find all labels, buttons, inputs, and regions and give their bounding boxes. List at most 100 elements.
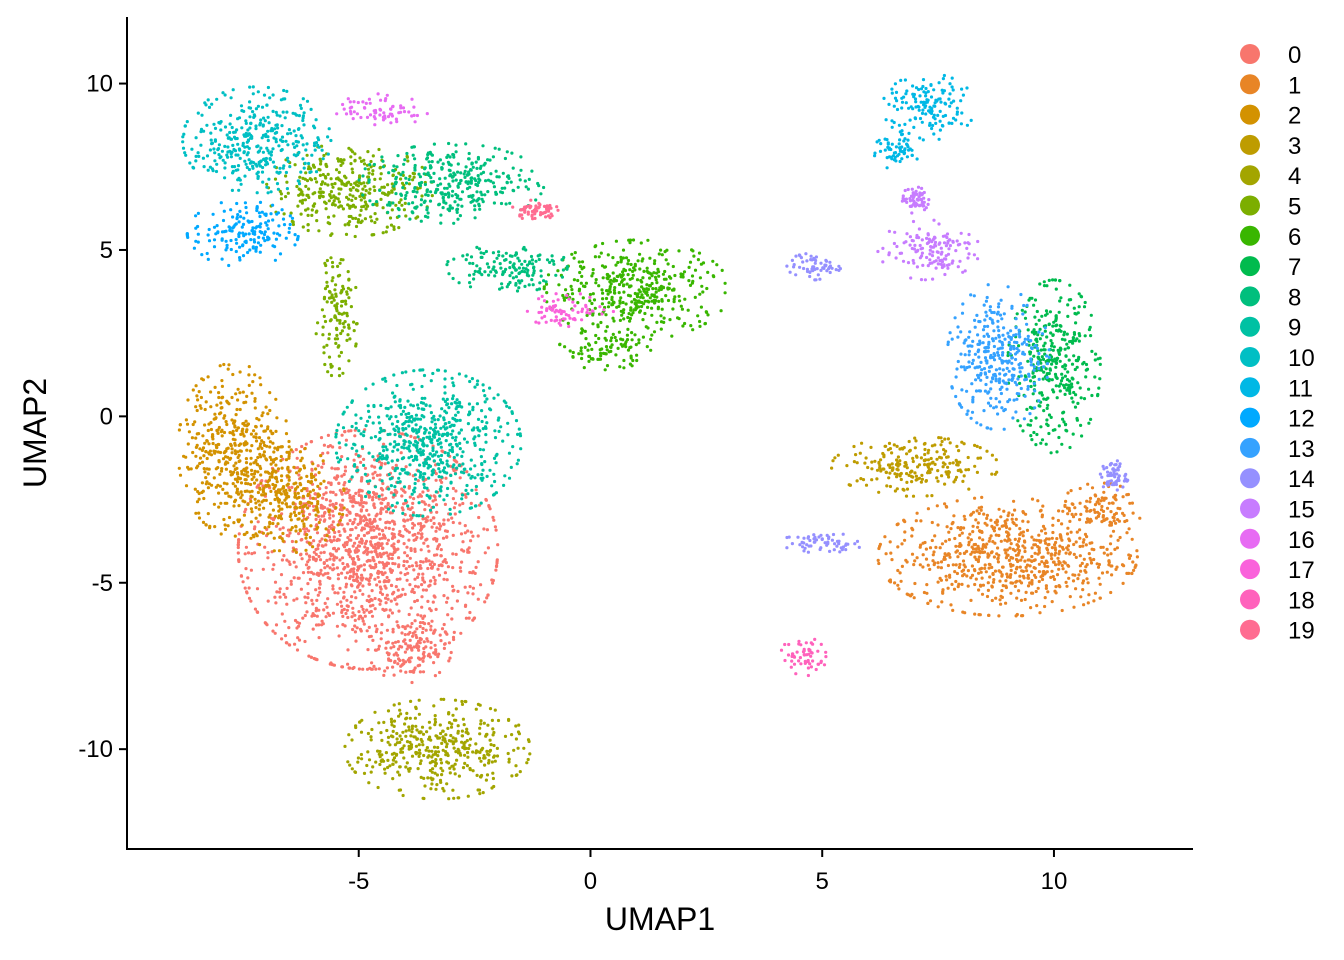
data-point	[399, 712, 403, 716]
data-point	[436, 745, 440, 750]
data-point	[895, 458, 899, 462]
data-point	[430, 770, 434, 774]
data-point	[388, 743, 392, 747]
data-point	[433, 628, 437, 632]
data-point	[373, 624, 378, 628]
data-point	[393, 743, 397, 747]
data-point	[419, 548, 423, 552]
data-point	[571, 350, 575, 355]
data-point	[936, 580, 940, 584]
data-point	[347, 326, 351, 330]
data-point	[354, 216, 358, 220]
data-point	[297, 473, 301, 477]
data-point	[1066, 491, 1070, 495]
data-point	[336, 197, 340, 201]
data-point	[344, 232, 349, 236]
data-point	[1013, 584, 1018, 589]
data-point	[946, 473, 950, 477]
data-point	[445, 578, 449, 582]
data-point	[487, 761, 491, 765]
data-point	[236, 450, 240, 454]
data-point	[455, 599, 459, 603]
data-point	[1078, 528, 1082, 532]
data-point	[919, 480, 924, 484]
data-point	[977, 571, 981, 575]
data-point	[336, 345, 340, 349]
data-point	[274, 429, 278, 433]
data-point	[645, 283, 649, 287]
data-point	[430, 525, 434, 529]
data-point	[322, 561, 326, 565]
data-point	[434, 529, 438, 533]
data-point	[249, 536, 253, 540]
data-point	[899, 579, 903, 583]
data-point	[223, 414, 227, 418]
data-point	[922, 442, 927, 446]
data-point	[1039, 441, 1043, 445]
data-point	[284, 641, 288, 645]
data-point	[404, 465, 408, 469]
data-point	[882, 467, 886, 471]
data-point	[197, 497, 201, 501]
data-point	[962, 551, 967, 556]
data-point	[339, 304, 344, 308]
data-point	[230, 418, 234, 422]
data-point	[400, 737, 404, 742]
data-point	[220, 379, 224, 383]
data-point	[946, 563, 951, 568]
data-point	[386, 765, 390, 770]
data-point	[349, 496, 353, 500]
data-point	[330, 182, 334, 186]
data-point	[492, 518, 496, 522]
data-point	[275, 480, 279, 484]
data-point	[608, 280, 612, 284]
data-point	[262, 450, 266, 454]
data-point	[342, 158, 346, 162]
data-point	[433, 760, 437, 764]
data-point	[1058, 279, 1062, 283]
data-point	[599, 251, 603, 255]
data-point	[652, 261, 657, 266]
data-point	[397, 625, 401, 629]
data-point	[970, 545, 974, 549]
data-point	[926, 563, 930, 567]
data-point	[265, 623, 269, 627]
data-point	[226, 524, 230, 528]
data-point	[608, 287, 612, 291]
data-point	[410, 727, 414, 731]
data-point	[417, 751, 421, 755]
data-point	[980, 529, 984, 534]
data-point	[938, 576, 942, 581]
data-point	[1041, 357, 1046, 361]
data-point	[439, 639, 443, 643]
data-point	[284, 419, 288, 423]
data-point	[640, 293, 644, 297]
data-point	[419, 560, 423, 564]
data-point	[308, 490, 312, 494]
data-point	[206, 472, 210, 476]
data-point	[655, 295, 659, 299]
data-point	[611, 316, 615, 320]
data-point	[253, 397, 257, 401]
data-point	[492, 730, 496, 735]
data-point	[279, 197, 283, 201]
data-point	[395, 577, 399, 582]
data-point	[387, 191, 391, 195]
data-point	[375, 627, 379, 631]
data-point	[622, 308, 626, 312]
data-point	[232, 470, 236, 474]
data-point	[405, 740, 410, 744]
data-point	[426, 599, 430, 604]
data-point	[253, 399, 257, 403]
data-point	[351, 575, 355, 579]
data-point	[311, 612, 315, 616]
data-point	[396, 662, 400, 666]
data-point	[408, 670, 412, 674]
data-point	[252, 472, 257, 476]
data-point	[256, 447, 260, 451]
data-point	[1057, 509, 1061, 513]
data-point	[723, 281, 727, 285]
data-point	[334, 294, 338, 298]
data-point	[910, 534, 914, 538]
data-point	[299, 483, 303, 487]
